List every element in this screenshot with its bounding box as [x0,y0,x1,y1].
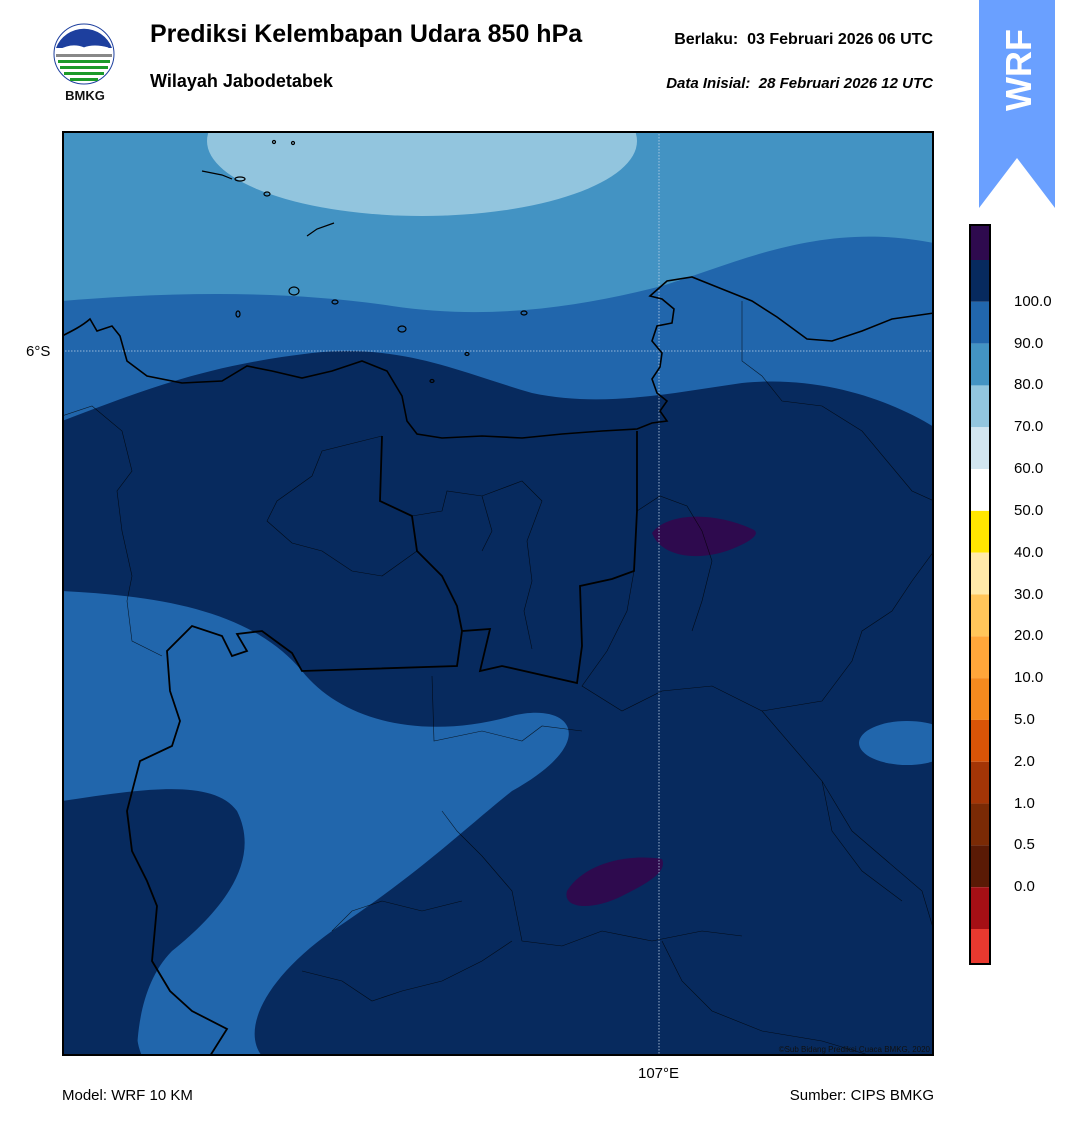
wrf-badge-text: WRF [998,29,1039,111]
colorbar-tick-label: 100.0 [1014,292,1052,310]
map-title: Prediksi Kelembapan Udara 850 hPa [150,20,583,48]
colorbar-segment [971,845,989,888]
colorbar-segment [971,719,989,762]
rh-90-100-sw-zone [62,789,245,1056]
map-copyright: ©Sub Bidang Prediksi Cuaca BMKG, 2020 [779,1045,931,1054]
colorbar-tick-label: 2.0 [1014,752,1035,770]
colorbar-tick-label: 0.5 [1014,836,1035,854]
colorbar-segment [971,226,989,260]
colorbar-tick-label: 40.0 [1014,543,1044,561]
colorbar-segment [971,385,989,428]
colorbar-tick-label: 20.0 [1014,627,1044,645]
colorbar-segment [971,887,989,929]
valid-label: Berlaku: [674,31,739,48]
rh-above-100-zone-south [566,857,663,907]
rh-60-70-zone [207,131,637,216]
humidity-map: ©Sub Bidang Prediksi Cuaca BMKG, 2020 [62,131,934,1056]
init-value: 28 Februari 2026 12 UTC [758,75,933,92]
colorbar-segment [971,678,989,720]
colorbar-tick-label: 10.0 [1014,669,1044,687]
latitude-label: 6°S [26,343,51,360]
colorbar-tick-label: 30.0 [1014,585,1044,603]
colorbar-segment [971,343,989,386]
rh-80-90-sw-zone [62,591,569,1056]
bmkg-logo-icon: BMKG [53,23,115,103]
colorbar-segment [971,427,989,470]
valid-value: 03 Februari 2026 06 UTC [747,31,933,48]
colorbar-segment [971,929,989,963]
colorbar-segment [971,761,989,804]
district-boundaries [62,301,934,1056]
colorbar-segment [971,510,989,553]
source-info: Sumber: CIPS BMKG [789,1087,934,1104]
longitude-label: 107°E [638,1065,680,1082]
colorbar-segment [971,636,989,679]
colorbar-segment [971,803,989,846]
colorbar-tick-label: 5.0 [1014,710,1035,728]
init-time: Data Inisial: 28 Februari 2026 12 UTC [666,75,933,92]
colorbar-tick-label: 80.0 [1014,376,1044,394]
colorbar [969,224,991,965]
rh-80-90-east-zone [859,721,934,765]
colorbar-tick-label: 1.0 [1014,794,1035,812]
init-label: Data Inisial: [666,75,751,92]
colorbar-tick-label: 70.0 [1014,418,1044,436]
logo-text: BMKG [65,88,105,103]
valid-time: Berlaku: 03 Februari 2026 06 UTC [674,31,933,49]
colorbar-segment [971,469,989,511]
coastline [62,276,934,439]
province-boundary [126,431,638,1056]
colorbar-segment [971,301,989,344]
colorbar-tick-label: 0.0 [1014,878,1035,896]
colorbar-segment [971,594,989,637]
wrf-badge: WRF [979,0,1055,208]
map-subtitle: Wilayah Jabodetabek [150,71,333,91]
map-frame [62,131,934,1056]
colorbar-tick-label: 90.0 [1014,334,1044,352]
colorbar-tick-label: 50.0 [1014,501,1044,519]
thousand-islands [201,139,528,384]
model-info: Model: WRF 10 KM [62,1087,193,1104]
colorbar-tick-label: 60.0 [1014,460,1044,478]
colorbar-segment [971,260,989,302]
colorbar-segment [971,552,989,595]
